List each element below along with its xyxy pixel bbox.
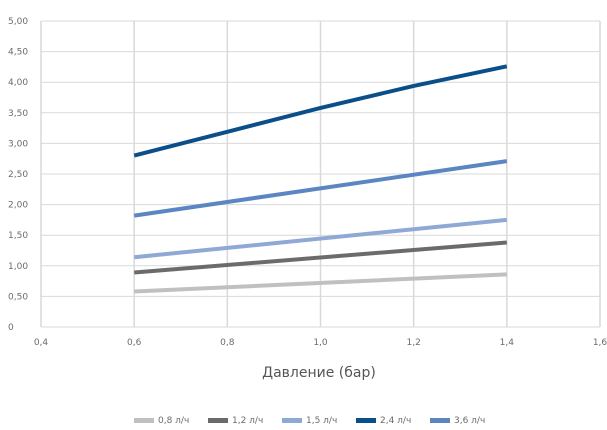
y-tick-label: 3,00 xyxy=(8,139,28,149)
y-tick-label: 0 xyxy=(8,323,14,333)
legend-label: 1,2 л/ч xyxy=(232,416,263,426)
x-tick-label: 1,2 xyxy=(407,338,421,348)
y-tick-label: 4,50 xyxy=(8,48,28,58)
y-tick-label: 4,00 xyxy=(8,78,28,88)
legend-swatch xyxy=(208,418,228,423)
series-line xyxy=(134,217,507,260)
x-tick-label: 0,6 xyxy=(127,338,142,348)
x-tick-label: 1,4 xyxy=(500,338,515,348)
y-axis-ticks: 0 0,50 1,00 1,50 2,00 2,50 3,00 3,50 4,00 4,50 5,0… xyxy=(8,17,28,333)
y-tick-label: 2,00 xyxy=(8,201,28,211)
y-tick-label: 1,00 xyxy=(8,262,28,272)
y-tick-label: 0,50 xyxy=(8,292,28,302)
legend-label: 2,4 л/ч xyxy=(380,416,411,426)
x-tick-label: 0,8 xyxy=(220,338,235,348)
legend-label: 3,6 л/ч xyxy=(454,416,485,426)
series-line xyxy=(134,240,507,275)
x-axis-ticks: 0,4 0,6 0,8 1,0 1,2 1,4 1,6 xyxy=(34,338,607,348)
series-line xyxy=(133,159,508,218)
legend-swatch xyxy=(430,418,450,423)
y-tick-label: 3,50 xyxy=(8,109,28,119)
y-tick-label: 5,00 xyxy=(8,17,28,27)
series-line xyxy=(134,272,507,294)
legend: 0,8 л/ч 1,2 л/ч 1,5 л/ч 2,4 л/ч 3,6 л/ч xyxy=(134,416,485,426)
series-line xyxy=(133,64,508,158)
legend-swatch xyxy=(134,418,154,423)
x-tick-label: 0,4 xyxy=(34,338,49,348)
x-axis-label: Давление (бар) xyxy=(262,365,376,381)
series-lines xyxy=(133,64,508,294)
y-tick-label: 2,50 xyxy=(8,170,28,180)
y-tick-label: 1,50 xyxy=(8,231,28,241)
legend-label: 0,8 л/ч xyxy=(158,416,189,426)
x-tick-label: 1,0 xyxy=(313,338,328,348)
legend-swatch xyxy=(282,418,302,423)
legend-swatch xyxy=(356,418,376,423)
legend-label: 1,5 л/ч xyxy=(306,416,337,426)
grid xyxy=(40,20,601,328)
x-tick-label: 1,6 xyxy=(593,338,607,348)
